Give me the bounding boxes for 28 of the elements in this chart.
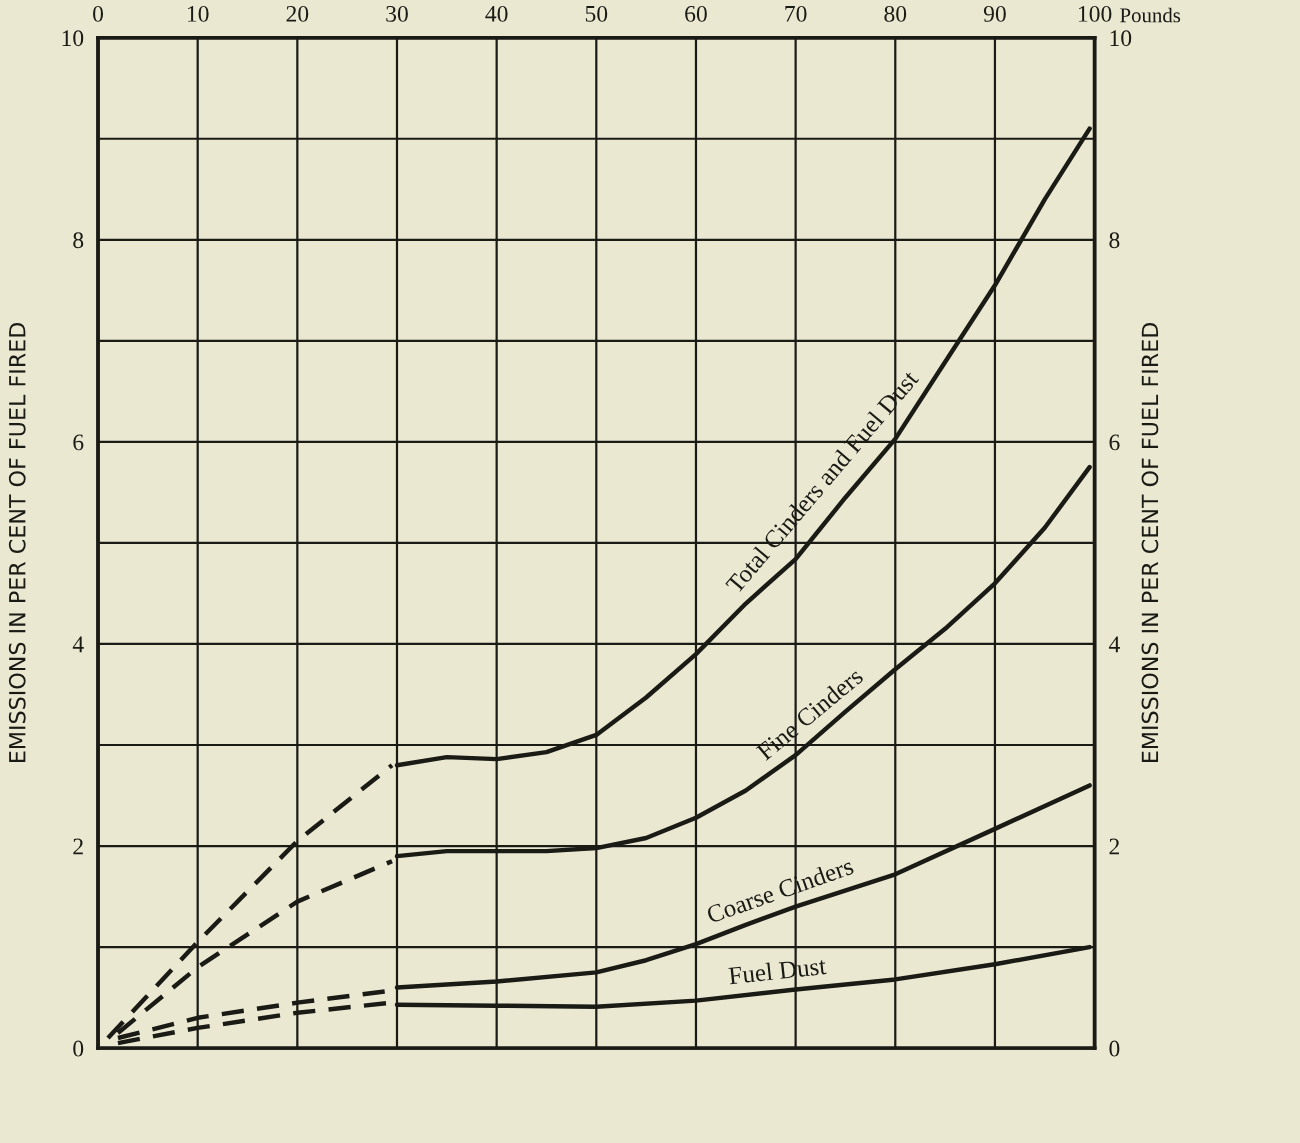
text: Fuel Dust: [728, 956, 827, 985]
x-tick-label: 90: [983, 5, 1006, 22]
y-tick-label: 2: [73, 838, 83, 855]
y2-tick-label: 8: [1109, 232, 1120, 249]
x-tick-label: 80: [884, 5, 907, 22]
y2-tick-label: 4: [1108, 636, 1120, 653]
x-tick-label: 30: [386, 5, 408, 22]
y-tick-label: 10: [62, 30, 84, 47]
y2-axis-title: EMISSIONS IN PER CENT OF FUEL FIRED: [1141, 322, 1159, 763]
y-tick-label: 8: [73, 232, 84, 249]
y2-tick-label: 10: [1110, 30, 1132, 47]
x-tick-label: 10: [187, 5, 209, 22]
x-tick-label: 100: [1078, 5, 1112, 22]
text: Coarse Cinders: [705, 856, 855, 924]
x-tick-label: 60: [685, 5, 707, 22]
y-tick-label: 0: [73, 1040, 84, 1057]
y-tick-label: 6: [73, 434, 84, 451]
x-axis-title: Pounds: [1120, 7, 1181, 23]
x-tick-label: 70: [785, 5, 807, 22]
y-tick-label: 4: [72, 636, 84, 653]
y2-tick-label: 6: [1109, 434, 1120, 451]
x-tick-label: 40: [485, 5, 508, 22]
y-axis-title: EMISSIONS IN PER CENT OF FUEL FIRED: [8, 322, 26, 763]
y2-tick-label: 2: [1109, 838, 1119, 855]
y2-tick-label: 0: [1109, 1040, 1120, 1057]
x-tick-label: 50: [585, 5, 608, 22]
x-tick-label: 20: [286, 5, 309, 22]
x-tick-label: 0: [93, 5, 104, 22]
